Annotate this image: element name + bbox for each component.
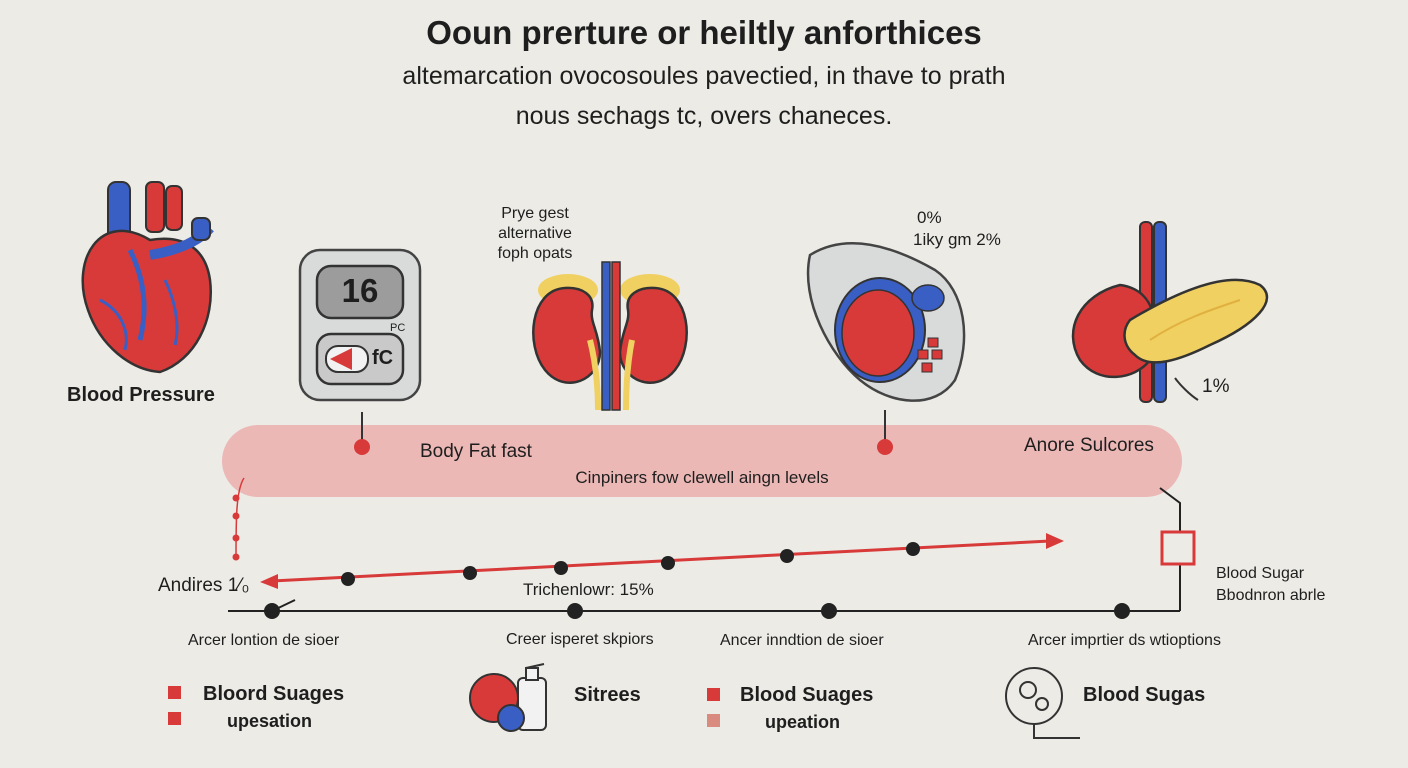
timeline-left-label: Andires 1⁄₀ bbox=[158, 575, 250, 596]
kidney-note-2: alternative bbox=[498, 225, 572, 242]
cell-magnifier-icon bbox=[1005, 667, 1080, 739]
band-left-label: Body Fat fast bbox=[420, 441, 532, 462]
legend-item-3: Blood Suages bbox=[740, 684, 874, 706]
legend-swatch-3 bbox=[707, 688, 720, 701]
apple-bottle-icon bbox=[469, 663, 547, 732]
page-title: Ooun prerture or heiltly anforthices bbox=[426, 14, 982, 51]
band-center-label: Cinpiners fow clewell aingn levels bbox=[575, 468, 829, 487]
timeline-right-label-1: Blood Sugar bbox=[1216, 565, 1305, 582]
pancreas-note: 1% bbox=[1202, 376, 1230, 397]
band-marker-right bbox=[877, 439, 893, 455]
band-right-label: Anore Sulcores bbox=[1024, 435, 1154, 456]
kidney-note-3: foph opats bbox=[497, 245, 573, 262]
trend-arrow bbox=[260, 533, 1064, 589]
legend-swatch-4 bbox=[707, 714, 720, 727]
heart-icon bbox=[81, 181, 214, 374]
kidneys-icon bbox=[532, 261, 688, 411]
blood-sugar-marker bbox=[1160, 530, 1196, 566]
legend-item-3-sub: upeation bbox=[765, 712, 840, 732]
band-marker-left bbox=[354, 439, 370, 455]
timeline-axis bbox=[228, 487, 1196, 619]
legend-item-4: Blood Sugas bbox=[1083, 684, 1206, 706]
legend-item-1: Bloord Suages bbox=[203, 683, 345, 705]
tick-label: Ancer inndtion de sioer bbox=[720, 632, 884, 649]
pressure-monitor-icon bbox=[298, 248, 422, 402]
monitor-value: 16 bbox=[341, 272, 379, 309]
pancreas-icon bbox=[1071, 221, 1269, 403]
kidney-note-1: Prye gest bbox=[501, 205, 569, 222]
legend-item-1-sub: upesation bbox=[227, 711, 313, 731]
tick-label: Arcer imprtier ds wtioptions bbox=[1028, 632, 1221, 649]
legend-item-2: Sitrees bbox=[574, 684, 641, 706]
subtitle-line-1: altemarcation ovocosoules pavectied, in … bbox=[402, 62, 1006, 90]
summary-band bbox=[222, 425, 1182, 497]
monitor-unit: PC bbox=[390, 322, 406, 334]
subtitle-line-2: nous sechags tc, overs chaneces. bbox=[515, 102, 893, 130]
heart-label: Blood Pressure bbox=[67, 384, 215, 406]
monitor-small-label: fC bbox=[372, 347, 394, 369]
timeline-mid-label: Trichenlowr: 15% bbox=[523, 580, 654, 599]
timeline-right-label-2: Bbodnron abrle bbox=[1216, 587, 1326, 604]
stomach-note-2: 1iky gm 2% bbox=[913, 230, 1001, 249]
legend-swatch-2 bbox=[168, 712, 181, 725]
legend-swatch-1 bbox=[168, 686, 181, 699]
stomach-note-1: 0% bbox=[917, 208, 942, 227]
tick-label: Arcer lontion de sioer bbox=[188, 632, 340, 649]
tick-label: Creer isperet skpiors bbox=[506, 631, 654, 648]
stomach-device-icon bbox=[806, 242, 966, 402]
